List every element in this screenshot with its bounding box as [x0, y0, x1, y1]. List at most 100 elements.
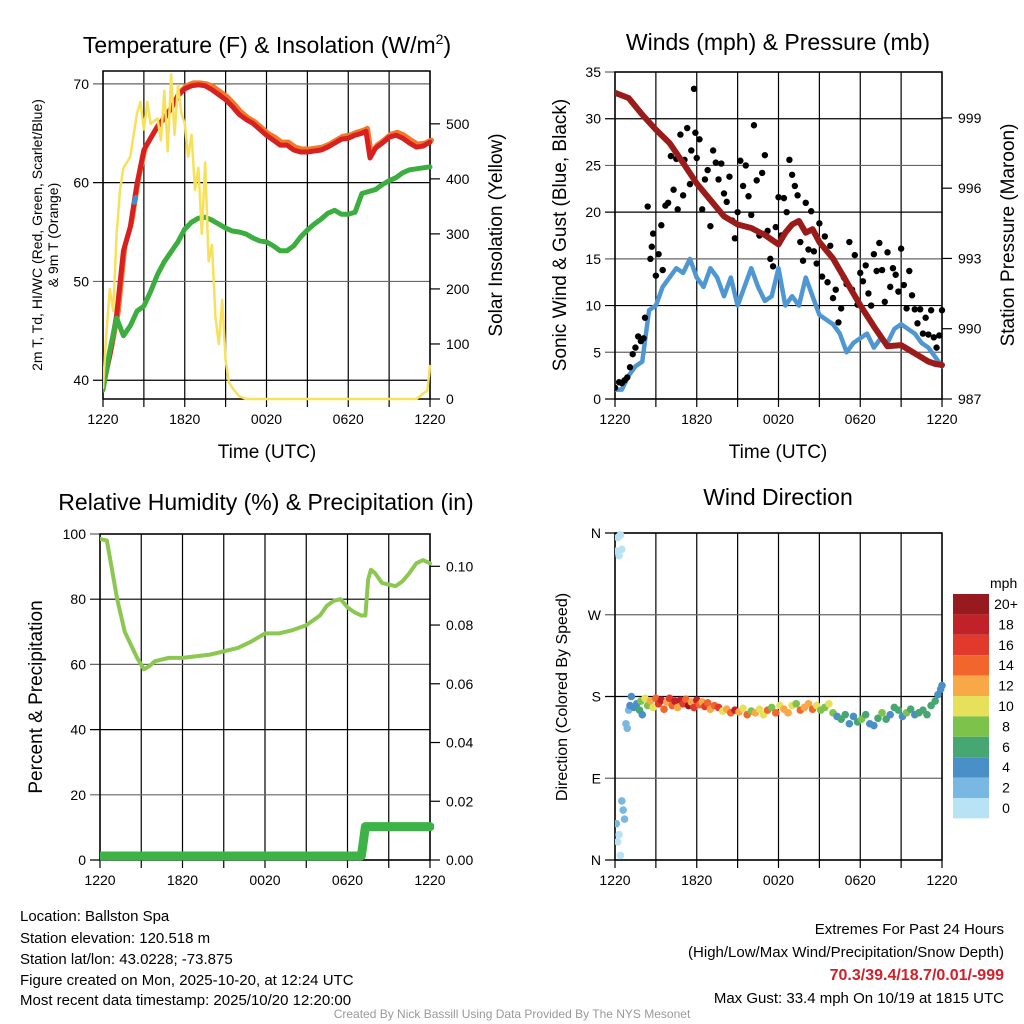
gust-point	[900, 281, 908, 289]
gust-point	[632, 344, 639, 351]
wind-direction-point	[923, 710, 931, 719]
y-tick-label: 40	[73, 372, 89, 388]
gust-point	[647, 255, 654, 263]
winds-plot: 1220 1820 0020 0620 1220 0 5 10 15 20 25 30 35 987 990…	[585, 64, 981, 427]
gust-point	[810, 248, 818, 255]
gust-point	[750, 122, 758, 129]
gust-point	[925, 331, 932, 338]
x-tick-label: 1820	[169, 411, 200, 427]
right-y-tick-label: 0.08	[446, 617, 473, 633]
gust-point	[911, 306, 918, 313]
direction-data	[615, 531, 946, 860]
dewpoint-line	[103, 164, 433, 393]
gust-point	[761, 151, 769, 159]
legend-swatch	[953, 594, 989, 615]
gust-point	[634, 333, 642, 340]
gust-point	[832, 286, 839, 293]
gust-point	[835, 319, 842, 326]
right-y-tick-label: 400	[446, 171, 470, 187]
wind-direction-point	[767, 703, 776, 712]
gust-point	[897, 245, 905, 252]
y-tick-label: 60	[70, 656, 86, 672]
gust-point	[624, 374, 631, 381]
right-y-tick-label: 0.04	[446, 735, 473, 751]
wind-direction-point	[615, 830, 623, 839]
wind-direction-point	[618, 545, 626, 554]
temperature-plot: 1220 1820 0020 0620 1220 40 50 60 70 0 100 200 300 40…	[73, 70, 470, 427]
x-tick-label: 1220	[599, 411, 630, 427]
gust-point	[922, 314, 929, 321]
wind-direction-point	[841, 710, 850, 719]
gust-point	[846, 238, 853, 246]
gust-point	[851, 251, 858, 259]
wind-direction-point	[616, 531, 625, 539]
gust-point	[895, 288, 902, 295]
gust-point	[862, 262, 869, 269]
x-tick-label: 1220	[84, 872, 115, 888]
timestamp-text: Most recent data timestamp: 2025/10/20 1…	[20, 992, 351, 1009]
gust-point	[696, 136, 703, 143]
gust-point	[903, 305, 910, 312]
gust-point	[693, 154, 700, 162]
legend-label: 14	[998, 657, 1014, 673]
wind-direction-point	[755, 705, 764, 714]
y-tick-label: 35	[585, 64, 601, 80]
created-text: Figure created on Mon, 2025-10-20, at 12…	[20, 972, 354, 989]
gust-point	[664, 199, 672, 206]
legend-swatch	[953, 757, 989, 778]
humidity-plot: 1220 1820 0020 0620 1220 0 20 40 60 80 100 0.00 0.02…	[63, 526, 474, 888]
winds-chart-title: Winds (mph) & Pressure (mb)	[626, 29, 930, 55]
gust-point	[859, 278, 867, 285]
wind-direction-point	[931, 697, 939, 705]
right-y-tick-label: 500	[446, 116, 470, 132]
gust-point	[794, 192, 801, 199]
gust-point	[615, 384, 619, 391]
legend-swatch	[953, 696, 989, 717]
gust-point	[745, 193, 752, 200]
y-tick-label: 25	[585, 157, 601, 173]
gust-point	[802, 199, 809, 206]
y-tick-label: 80	[70, 591, 86, 607]
plot-frame	[614, 71, 943, 400]
right-y-tick-label: 0.10	[446, 558, 473, 574]
y-tick-label: 60	[73, 175, 89, 191]
gust-point	[679, 192, 687, 199]
extremes-heading: Extremes For Past 24 Hours	[815, 921, 1004, 938]
gust-point	[731, 235, 739, 242]
legend-swatch	[953, 736, 989, 758]
gust-point	[701, 176, 709, 183]
wind-direction-point	[784, 709, 792, 717]
y-tick-label: N	[591, 852, 601, 868]
wind-direction-point	[771, 709, 780, 717]
temperature-y-axis-label-1: 2m T, Td, HI/WC (Red, Green, Scarlet/Blu…	[29, 99, 45, 371]
legend-label: 10	[998, 698, 1014, 714]
gust-point	[857, 269, 864, 277]
y-tick-label: 40	[70, 722, 86, 738]
direction-plot: 1220 1820 0020 0620 1220 N E S W N	[588, 525, 958, 888]
winds-x-axis-label: Time (UTC)	[729, 442, 828, 463]
wind-direction-point	[616, 851, 625, 860]
right-y-tick-label: 993	[958, 250, 982, 266]
x-tick-label: 1220	[414, 872, 445, 888]
gust-point	[690, 85, 698, 93]
wind-direction-point	[627, 692, 636, 701]
gust-point	[892, 271, 899, 278]
gust-point	[712, 159, 720, 166]
gust-point	[704, 166, 711, 174]
right-y-tick-label: 987	[958, 391, 982, 407]
gust-point	[878, 266, 886, 274]
legend-label: 6	[1002, 739, 1010, 755]
wind-direction-point	[739, 704, 747, 713]
gust-point	[829, 294, 837, 302]
y-tick-label: S	[592, 689, 601, 705]
gust-point	[723, 198, 730, 206]
y-tick-label: 15	[585, 251, 601, 267]
pressure-y-axis-label: Station Pressure (Maroon)	[998, 124, 1019, 347]
gust-point	[767, 255, 774, 263]
gust-point	[881, 298, 888, 306]
gust-point	[659, 266, 666, 274]
precip-line	[100, 822, 434, 861]
temperature-data	[103, 73, 434, 401]
temperature-y-axis-label-2: & 9m T (Orange)	[45, 183, 61, 288]
gust-point	[873, 267, 880, 275]
